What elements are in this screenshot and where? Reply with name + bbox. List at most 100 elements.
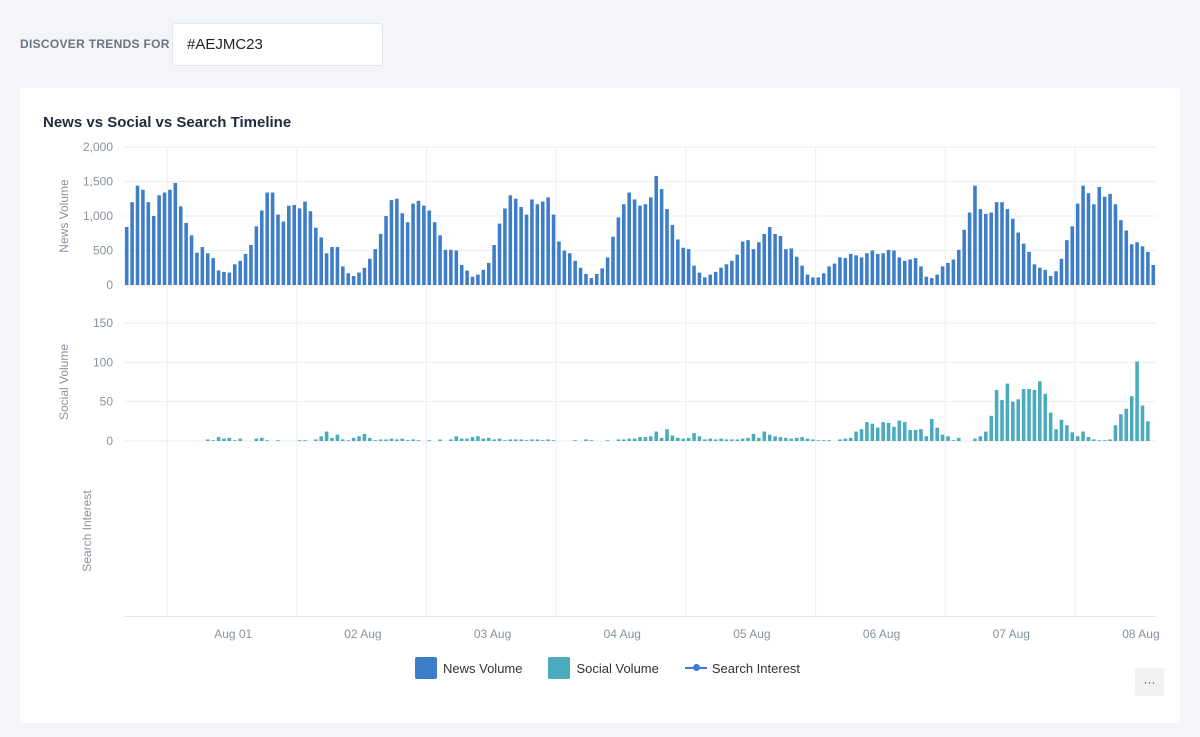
- legend-item-social[interactable]: Social Volume: [548, 657, 659, 679]
- news-bar: [184, 222, 188, 285]
- social-bar: [378, 439, 383, 441]
- social-bar: [1113, 425, 1118, 441]
- social-bar: [940, 434, 945, 441]
- news-bar: [967, 212, 972, 285]
- social-bar: [778, 437, 783, 441]
- news-bar: [913, 258, 918, 285]
- news-bar: [724, 264, 729, 285]
- social-bar: [1097, 440, 1102, 441]
- social-bar: [368, 437, 372, 441]
- news-bar: [362, 267, 367, 285]
- social-bar: [314, 439, 318, 441]
- news-bar: [784, 249, 788, 285]
- news-bar: [287, 205, 291, 285]
- social-bar: [276, 440, 280, 441]
- news-bar: [611, 236, 615, 285]
- news-bar: [530, 199, 534, 285]
- social-bar: [929, 418, 934, 441]
- more-options-button[interactable]: ···: [1135, 668, 1164, 696]
- news-bar: [449, 249, 453, 285]
- social-bar: [973, 438, 977, 441]
- social-bar: [454, 436, 459, 441]
- topbar: DISCOVER TRENDS FOR: [0, 0, 1200, 88]
- social-bar: [724, 439, 729, 441]
- social-bar: [232, 440, 237, 441]
- social-bar: [389, 438, 394, 441]
- news-bar: [297, 208, 302, 285]
- news-bar: [984, 213, 988, 285]
- social-bar: [211, 440, 215, 441]
- x-tick-label: 04 Aug: [604, 627, 641, 641]
- social-bar: [659, 437, 664, 441]
- x-tick-label: 03 Aug: [474, 627, 511, 641]
- news-bar: [584, 273, 588, 285]
- news-bar: [1005, 209, 1010, 285]
- news-bar: [497, 223, 502, 285]
- social-bar: [886, 422, 891, 441]
- news-bar: [697, 272, 702, 285]
- social-bar: [508, 439, 513, 441]
- news-bar: [238, 260, 242, 285]
- social-bar: [535, 439, 540, 441]
- news-bar: [486, 262, 491, 285]
- chart-title: News vs Social vs Search Timeline: [43, 114, 292, 131]
- news-bar: [594, 273, 599, 285]
- news-bar: [1054, 271, 1058, 285]
- social-bar: [989, 415, 993, 441]
- social-bar: [827, 440, 831, 441]
- news-bar: [459, 264, 464, 285]
- legend-item-news[interactable]: News Volume: [415, 657, 522, 679]
- news-bar: [178, 206, 183, 285]
- social-bar: [259, 437, 264, 441]
- legend-item-search[interactable]: Search Interest: [684, 657, 800, 679]
- social-bar: [1043, 393, 1048, 441]
- social-bar: [924, 436, 929, 441]
- y-tick-label: 50: [100, 395, 114, 409]
- social-bar: [1054, 429, 1058, 441]
- social-bar: [530, 439, 534, 441]
- social-bar: [881, 422, 885, 441]
- social-bar: [1129, 396, 1134, 441]
- news-bar: [778, 236, 783, 285]
- social-bar: [330, 437, 334, 441]
- social-bar: [789, 438, 794, 441]
- news-bar: [654, 175, 658, 285]
- trend-search-input[interactable]: [172, 23, 383, 66]
- news-bar: [368, 258, 372, 285]
- social-bar: [946, 436, 950, 441]
- social-bar: [319, 436, 323, 441]
- social-bar: [762, 431, 767, 441]
- social-bar: [222, 438, 226, 441]
- social-bar: [1119, 414, 1123, 441]
- news-bar: [1021, 243, 1026, 285]
- news-bar: [1027, 251, 1031, 285]
- social-bar: [622, 439, 626, 441]
- news-bar: [200, 247, 205, 285]
- social-bar: [335, 434, 340, 441]
- x-tick-label: 05 Aug: [733, 627, 770, 641]
- news-bar: [546, 197, 550, 285]
- social-bar: [670, 435, 675, 441]
- news-bar: [1135, 242, 1139, 285]
- news-bar: [929, 278, 934, 285]
- axis-title-2: Search Interest: [80, 490, 94, 572]
- social-bar: [1048, 412, 1053, 441]
- news-bar: [719, 267, 723, 285]
- social-bar: [395, 439, 399, 441]
- social-bar: [902, 422, 907, 441]
- news-bar: [665, 209, 669, 285]
- news-bar: [670, 224, 675, 285]
- news-bar: [373, 249, 378, 285]
- social-bar: [427, 440, 432, 441]
- news-bar: [351, 276, 356, 285]
- social-bar: [794, 437, 799, 441]
- news-bar: [357, 272, 361, 285]
- news-bar: [994, 202, 999, 285]
- news-bar: [205, 253, 210, 285]
- social-bar: [400, 438, 405, 441]
- news-bar: [513, 198, 518, 285]
- news-bar: [811, 277, 815, 285]
- y-tick-label: 1,000: [83, 209, 113, 223]
- news-bar: [908, 259, 912, 285]
- news-bar: [832, 263, 837, 285]
